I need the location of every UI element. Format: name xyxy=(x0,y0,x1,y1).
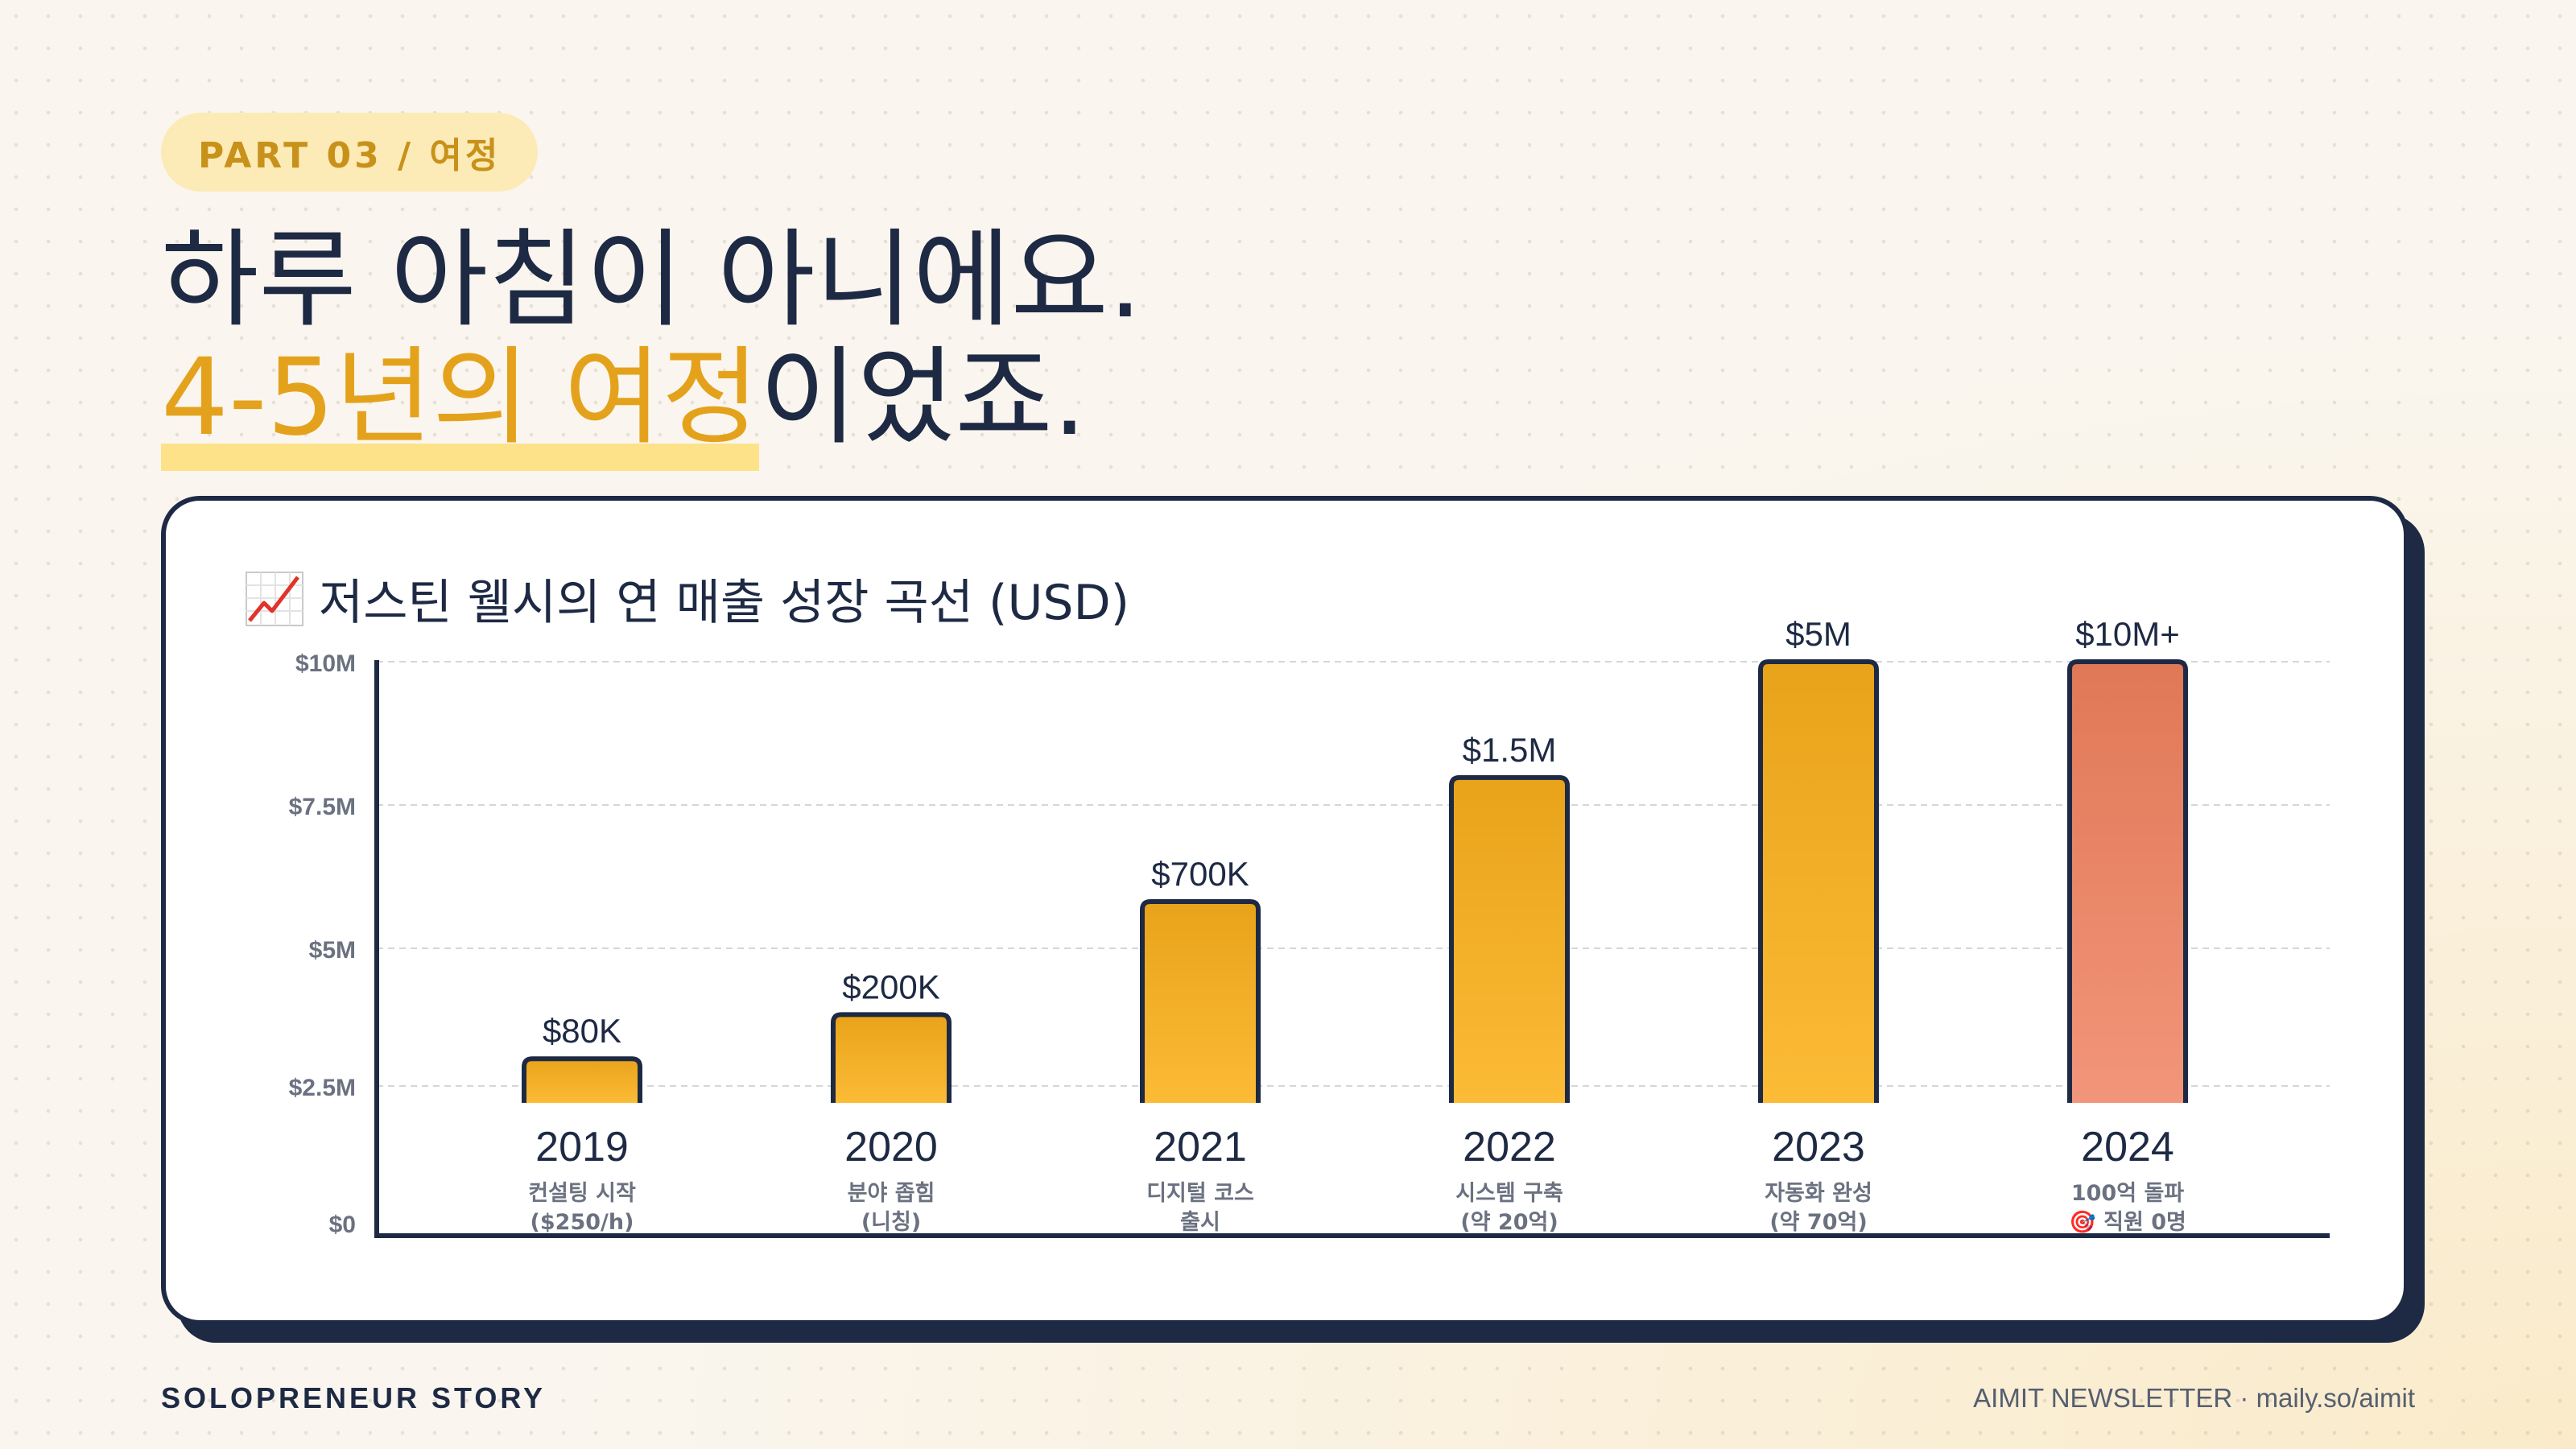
bar-caption: 컨설팅 시작 xyxy=(528,1181,636,1206)
x-tick-label: 2023 xyxy=(1772,1124,1865,1170)
x-tick-label: 2020 xyxy=(844,1124,938,1170)
title-rest: 이었죠. xyxy=(759,336,1087,460)
page-title-line1: 하루 아침이 아니에요. xyxy=(161,218,1142,342)
bar xyxy=(1140,898,1261,1103)
bar-caption: 출시 xyxy=(1180,1210,1220,1235)
bar-caption: 디지털 코스 xyxy=(1146,1181,1254,1206)
x-tick-label: 2019 xyxy=(535,1124,629,1170)
bar-caption: (약 70억) xyxy=(1769,1210,1867,1235)
x-tick-label: 2024 xyxy=(2081,1124,2174,1170)
bar xyxy=(1449,774,1570,1103)
bar-caption: ($250/h) xyxy=(530,1210,634,1235)
footer-newsletter: AIMIT NEWSLETTER · maily.so/aimit xyxy=(1973,1383,2415,1413)
title-highlight: 4-5년의 여정 xyxy=(161,336,760,460)
page-title-line2: 4-5년의 여정이었죠. xyxy=(161,345,1087,451)
bar-caption: 분야 좁힘 xyxy=(848,1181,935,1206)
x-tick-label: 2022 xyxy=(1463,1124,1556,1170)
bar xyxy=(831,1012,952,1103)
bar-value-label: $700K xyxy=(1151,855,1249,893)
bar xyxy=(522,1056,642,1103)
bar xyxy=(1758,659,1879,1103)
footer-brand: SOLOPRENEUR STORY xyxy=(161,1381,547,1414)
y-tick-label: $10M xyxy=(295,650,356,677)
bar-value-label: $1.5M xyxy=(1463,731,1557,769)
chart-title-text: 저스틴 웰시의 연 매출 성장 곡선 (USD) xyxy=(319,575,1130,631)
bar-caption: 100억 돌파 xyxy=(2071,1181,2184,1206)
chart-increasing-icon xyxy=(245,571,304,627)
y-tick-label: $2.5M xyxy=(289,1075,356,1101)
y-tick-label: $5M xyxy=(309,937,356,964)
section-tag: PART 03 / 여정 xyxy=(161,113,539,192)
bar-caption: 시스템 구축 xyxy=(1455,1181,1563,1206)
y-tick-label: $7.5M xyxy=(289,794,356,820)
chart-title: 저스틴 웰시의 연 매출 성장 곡선 (USD) xyxy=(245,564,1129,634)
bar-value-label: $200K xyxy=(842,968,939,1005)
y-tick-label: $0 xyxy=(329,1212,356,1238)
bar xyxy=(2067,659,2188,1103)
bar-value-label: $10M+ xyxy=(2075,615,2180,653)
bar-caption: (니칭) xyxy=(861,1210,921,1235)
bar-value-label: $5M xyxy=(1785,615,1852,653)
chart-card xyxy=(161,496,2409,1325)
x-tick-label: 2021 xyxy=(1154,1124,1247,1170)
bar-caption: (약 20억) xyxy=(1460,1210,1558,1235)
bar-caption: 자동화 완성 xyxy=(1765,1181,1872,1206)
bar-caption: 🎯 직원 0명 xyxy=(2069,1210,2186,1235)
bar-value-label: $80K xyxy=(543,1012,621,1050)
